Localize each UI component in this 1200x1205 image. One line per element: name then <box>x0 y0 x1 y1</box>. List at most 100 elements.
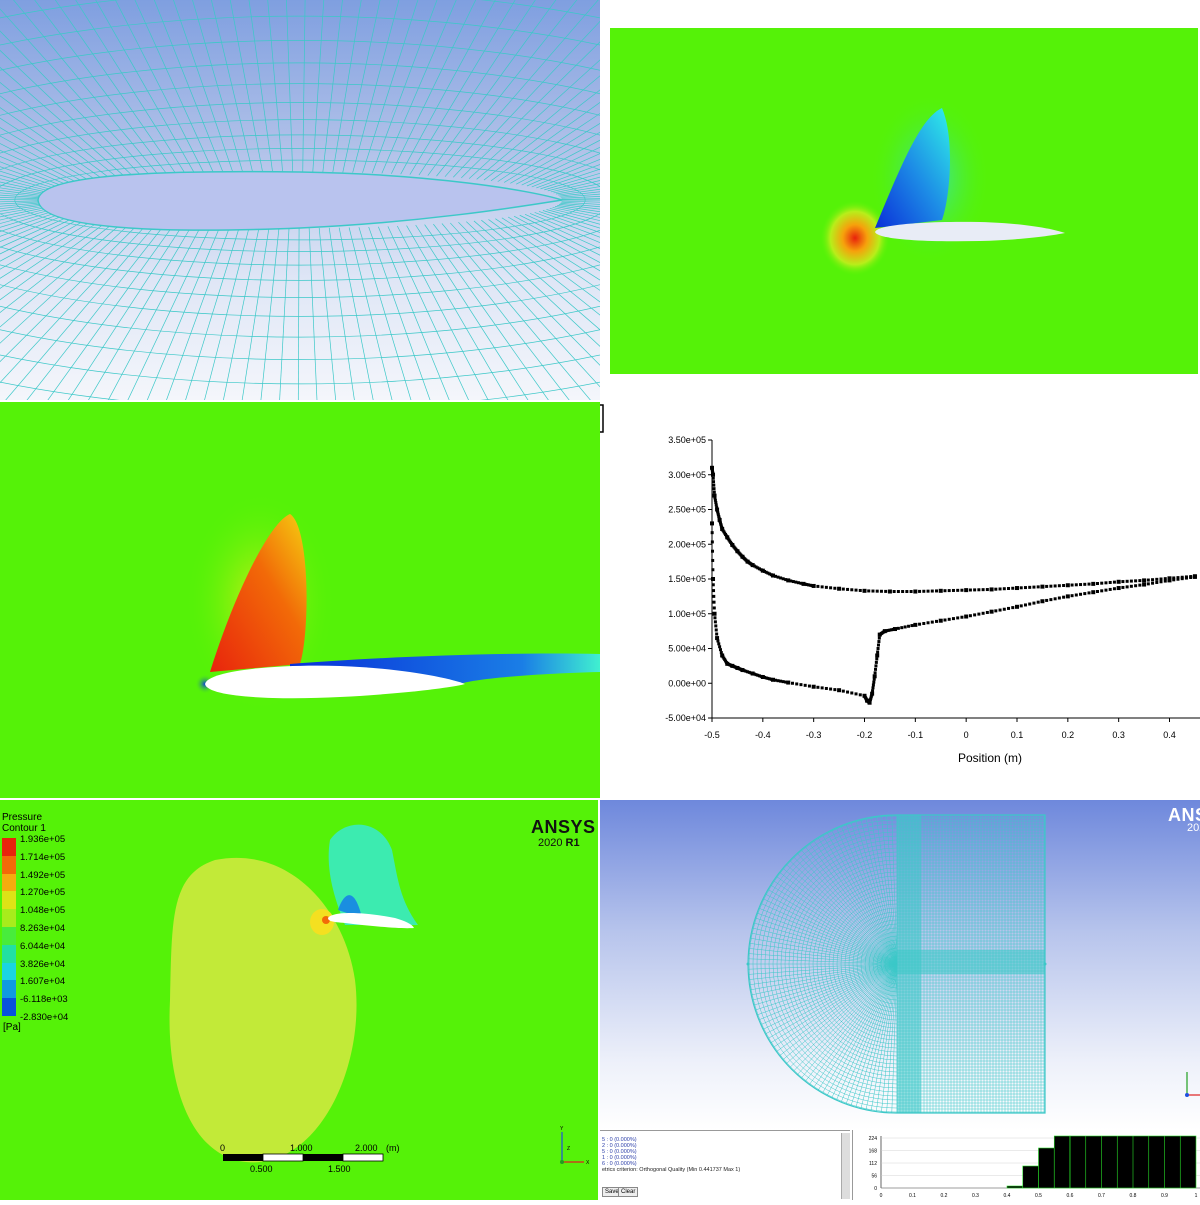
data-point <box>760 568 765 573</box>
legend-color-swatch <box>2 838 16 856</box>
data-point <box>960 588 964 592</box>
data-point <box>1023 586 1027 590</box>
data-point <box>1040 599 1045 604</box>
data-point <box>884 589 888 593</box>
data-point <box>1091 590 1096 595</box>
data-point <box>1062 595 1066 599</box>
data-point <box>1079 583 1083 587</box>
data-point <box>713 616 717 620</box>
scale-label-2: 2.000 <box>355 1143 378 1153</box>
clear-button[interactable]: Clear <box>618 1187 639 1197</box>
data-point <box>752 672 756 676</box>
data-point <box>1015 604 1019 609</box>
data-point <box>711 583 715 587</box>
data-point <box>1053 584 1057 588</box>
data-point <box>740 668 745 673</box>
data-point <box>717 514 721 518</box>
data-point <box>712 483 716 487</box>
data-point <box>862 588 867 593</box>
data-point <box>1100 581 1104 585</box>
legend-color-swatch <box>2 909 16 927</box>
data-point <box>1189 575 1193 579</box>
data-point <box>757 674 761 678</box>
scale-label-1: 1.000 <box>290 1143 313 1153</box>
legend-color-swatch <box>2 855 16 874</box>
mesh-quality-console[interactable]: 5 : 0 (0.000%) 2 : 0 (0.000%) 5 : 0 (0.000… <box>600 1130 850 1201</box>
data-point <box>779 576 783 580</box>
data-point <box>1045 598 1049 602</box>
data-point <box>718 519 722 523</box>
legend-value-label: 1.607e+04 <box>20 976 66 988</box>
data-point <box>1049 584 1053 588</box>
data-point <box>754 673 758 677</box>
data-point <box>718 645 722 649</box>
data-point <box>824 686 828 690</box>
data-point <box>829 687 833 691</box>
data-point <box>1062 583 1066 587</box>
data-point <box>795 682 799 686</box>
data-point <box>994 587 998 591</box>
data-point <box>710 531 714 535</box>
x-tick-label: 0 <box>964 730 969 740</box>
data-point <box>712 493 717 498</box>
data-point <box>874 664 878 668</box>
data-point <box>837 586 842 591</box>
legend-color-swatch <box>2 998 16 1016</box>
data-point <box>1070 594 1074 598</box>
data-point <box>712 600 716 604</box>
data-point <box>981 611 985 615</box>
data-point <box>711 476 715 480</box>
data-point <box>926 589 930 593</box>
data-point <box>1032 585 1036 589</box>
data-point <box>1002 587 1006 591</box>
data-point <box>1138 579 1142 583</box>
data-point <box>1045 584 1049 588</box>
data-point <box>877 636 881 640</box>
data-point <box>877 640 881 644</box>
data-point <box>715 636 720 641</box>
data-point <box>930 620 934 624</box>
data-point <box>712 490 716 494</box>
hist-y-label: 112 <box>869 1161 877 1167</box>
axis-triad-mesh[interactable] <box>1185 1072 1200 1097</box>
legend-value-label: -2.830e+04 <box>20 1012 69 1023</box>
data-point <box>938 618 943 623</box>
bracket-mark <box>600 404 604 433</box>
data-point <box>869 696 873 700</box>
data-point <box>850 691 854 695</box>
data-point <box>935 619 939 623</box>
console-scrollbar[interactable] <box>841 1133 850 1199</box>
data-point <box>1192 574 1197 579</box>
data-point <box>876 643 880 647</box>
data-point <box>1095 590 1099 594</box>
contour-top-drawing <box>820 93 1065 276</box>
x-tick-label: 0.1 <box>1011 730 1024 740</box>
console-line: 1 : 0 (0.000%) <box>602 1155 637 1161</box>
data-point <box>875 653 880 658</box>
y-tick-label: 3.00e+05 <box>668 470 706 480</box>
y-tick-label: 1.00e+05 <box>668 609 706 619</box>
data-point <box>998 608 1002 612</box>
data-point <box>913 589 918 594</box>
data-point <box>711 568 715 572</box>
data-point <box>1121 585 1125 589</box>
data-point <box>816 685 820 689</box>
data-point <box>1159 580 1163 584</box>
data-point <box>807 583 811 587</box>
data-point <box>1108 587 1112 591</box>
axis-triad[interactable]: Y Z X <box>560 1126 590 1166</box>
data-point <box>820 585 824 589</box>
data-point <box>801 581 806 586</box>
data-point <box>879 589 883 593</box>
data-point <box>943 618 947 622</box>
data-point <box>796 581 800 585</box>
data-point <box>1121 580 1125 584</box>
data-point <box>981 588 985 592</box>
data-point <box>716 511 720 515</box>
data-point <box>716 509 720 513</box>
data-point <box>837 688 842 693</box>
data-point <box>1011 606 1015 610</box>
hist-x-label: 0.8 <box>1130 1193 1137 1199</box>
scale-label-mid-1: 1.500 <box>328 1164 351 1174</box>
ansys-version-partial: 202 <box>1187 822 1200 834</box>
